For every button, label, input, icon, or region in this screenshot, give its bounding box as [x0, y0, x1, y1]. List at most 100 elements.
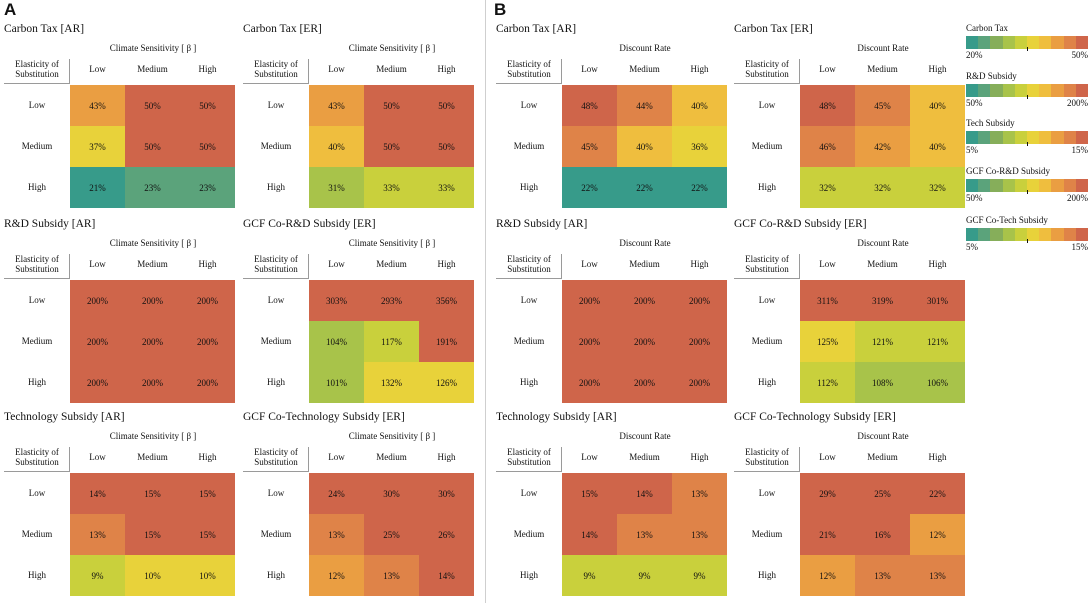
heatmap: Carbon Tax [ER] Discount Rate Elasticity o…: [734, 23, 966, 211]
header-divider-vertical: [561, 447, 562, 471]
heatmap-cell: 200%: [617, 362, 672, 403]
row-tick-label: Medium: [260, 336, 292, 346]
column-tick-label: Medium: [867, 64, 898, 74]
heatmap-cell: 12%: [309, 555, 364, 596]
row-tick-label: Low: [28, 295, 46, 305]
header-divider-horizontal: [4, 471, 70, 472]
heatmap-cell: 200%: [672, 321, 727, 362]
row-tick-label: Low: [520, 488, 538, 498]
heatmap: Carbon Tax [AR] Climate Sensitivity [ β ]…: [4, 23, 236, 211]
legend-swatch: [966, 84, 979, 97]
x-axis-title: Discount Rate: [619, 43, 671, 53]
heatmap-cell: 117%: [364, 321, 419, 362]
x-axis-title: Discount Rate: [619, 238, 671, 248]
legend-title: GCF Co-Tech Subsidy: [966, 215, 1048, 225]
header-divider-vertical: [308, 59, 309, 83]
row-tick-label: Medium: [513, 336, 545, 346]
legend-swatch: [966, 179, 979, 192]
heatmap-cell: 9%: [562, 555, 617, 596]
heatmap-cell: 45%: [562, 126, 617, 167]
heatmap-cell: 22%: [617, 167, 672, 208]
heatmap-cell: 15%: [562, 473, 617, 514]
color-legend: GCF Co-Tech Subsidy 5% 15%: [966, 215, 1089, 252]
heatmap: GCF Co-R&D Subsidy [ER] Climate Sensitivi…: [243, 218, 475, 406]
column-tick-label: High: [928, 259, 947, 269]
heatmap-cell: 200%: [125, 321, 180, 362]
legend-midpoint-tick: [1027, 239, 1028, 243]
legend-swatch: [1075, 84, 1089, 97]
legend-swatch: [1051, 179, 1064, 192]
panel-label-a: A: [4, 0, 17, 19]
column-tick-label: Low: [581, 64, 598, 74]
row-tick-label: High: [758, 182, 776, 192]
panel-separator: [485, 0, 486, 603]
x-axis-title: Climate Sensitivity [ β ]: [348, 238, 436, 248]
row-tick-label: Medium: [260, 141, 292, 151]
y-axis-title: Elasticity of Substitution: [507, 447, 551, 467]
legend-swatch: [1063, 84, 1076, 97]
heatmap-cell: 21%: [800, 514, 855, 555]
y-axis-title: Elasticity of Substitution: [745, 59, 789, 79]
heatmap-cell: 200%: [617, 280, 672, 321]
legend-swatch: [990, 84, 1003, 97]
heatmap-cell: 46%: [800, 126, 855, 167]
x-axis-title: Discount Rate: [857, 43, 909, 53]
heatmap-cell: 25%: [364, 514, 419, 555]
heatmap-cell: 200%: [180, 362, 235, 403]
heatmap-cell: 21%: [70, 167, 125, 208]
heatmap-cell: 293%: [364, 280, 419, 321]
legend-color-bar: [966, 84, 1089, 97]
legend-swatch: [1027, 131, 1040, 144]
legend-swatch: [1039, 84, 1052, 97]
heatmap-title: Technology Subsidy [AR]: [496, 411, 617, 423]
heatmap-cell: 125%: [800, 321, 855, 362]
column-tick-label: Medium: [376, 64, 407, 74]
header-divider-horizontal: [243, 278, 309, 279]
row-tick-label: High: [520, 377, 538, 387]
legend-swatch: [978, 131, 991, 144]
y-axis-title: Elasticity of Substitution: [745, 447, 789, 467]
legend-swatch: [1075, 131, 1089, 144]
heatmap-cell: 10%: [180, 555, 235, 596]
color-legend: GCF Co-R&D Subsidy 50% 200%: [966, 166, 1089, 203]
heatmap-title: R&D Subsidy [AR]: [496, 218, 588, 230]
heatmap-cell: 32%: [910, 167, 965, 208]
heatmap-cell: 200%: [125, 280, 180, 321]
heatmap-cell: 30%: [419, 473, 474, 514]
legend-swatch: [978, 36, 991, 49]
row-tick-label: High: [28, 570, 46, 580]
heatmap-title: Technology Subsidy [AR]: [4, 411, 125, 423]
row-tick-label: High: [267, 182, 285, 192]
row-tick-label: Medium: [21, 336, 53, 346]
header-divider-horizontal: [496, 83, 562, 84]
header-divider-horizontal: [496, 278, 562, 279]
column-tick-label: High: [198, 259, 217, 269]
heatmap-cell: 319%: [855, 280, 910, 321]
row-tick-label: Medium: [260, 529, 292, 539]
column-tick-label: Medium: [137, 452, 168, 462]
legend-swatch: [1002, 228, 1015, 241]
column-tick-label: Medium: [629, 259, 660, 269]
column-tick-label: High: [690, 259, 709, 269]
heatmap-cell: 50%: [419, 85, 474, 126]
heatmap-cell: 12%: [910, 514, 965, 555]
row-tick-label: Low: [758, 100, 776, 110]
heatmap-cell: 13%: [70, 514, 125, 555]
column-tick-label: Low: [89, 452, 106, 462]
legend-swatch: [1051, 84, 1064, 97]
header-divider-vertical: [799, 254, 800, 278]
heatmap-title: Carbon Tax [AR]: [496, 23, 577, 35]
legend-swatch: [1075, 228, 1089, 241]
column-tick-label: Medium: [629, 64, 660, 74]
row-tick-label: High: [267, 377, 285, 387]
heatmap-cell: 15%: [125, 514, 180, 555]
heatmap: GCF Co-R&D Subsidy [ER] Discount Rate Elas…: [734, 218, 966, 406]
header-divider-horizontal: [734, 83, 800, 84]
heatmap-cell: 10%: [125, 555, 180, 596]
heatmap-cell: 132%: [364, 362, 419, 403]
heatmap-cell: 200%: [562, 321, 617, 362]
heatmap-cell: 40%: [910, 85, 965, 126]
column-tick-label: Medium: [137, 64, 168, 74]
row-tick-label: High: [758, 377, 776, 387]
y-axis-title: Elasticity of Substitution: [254, 447, 298, 467]
